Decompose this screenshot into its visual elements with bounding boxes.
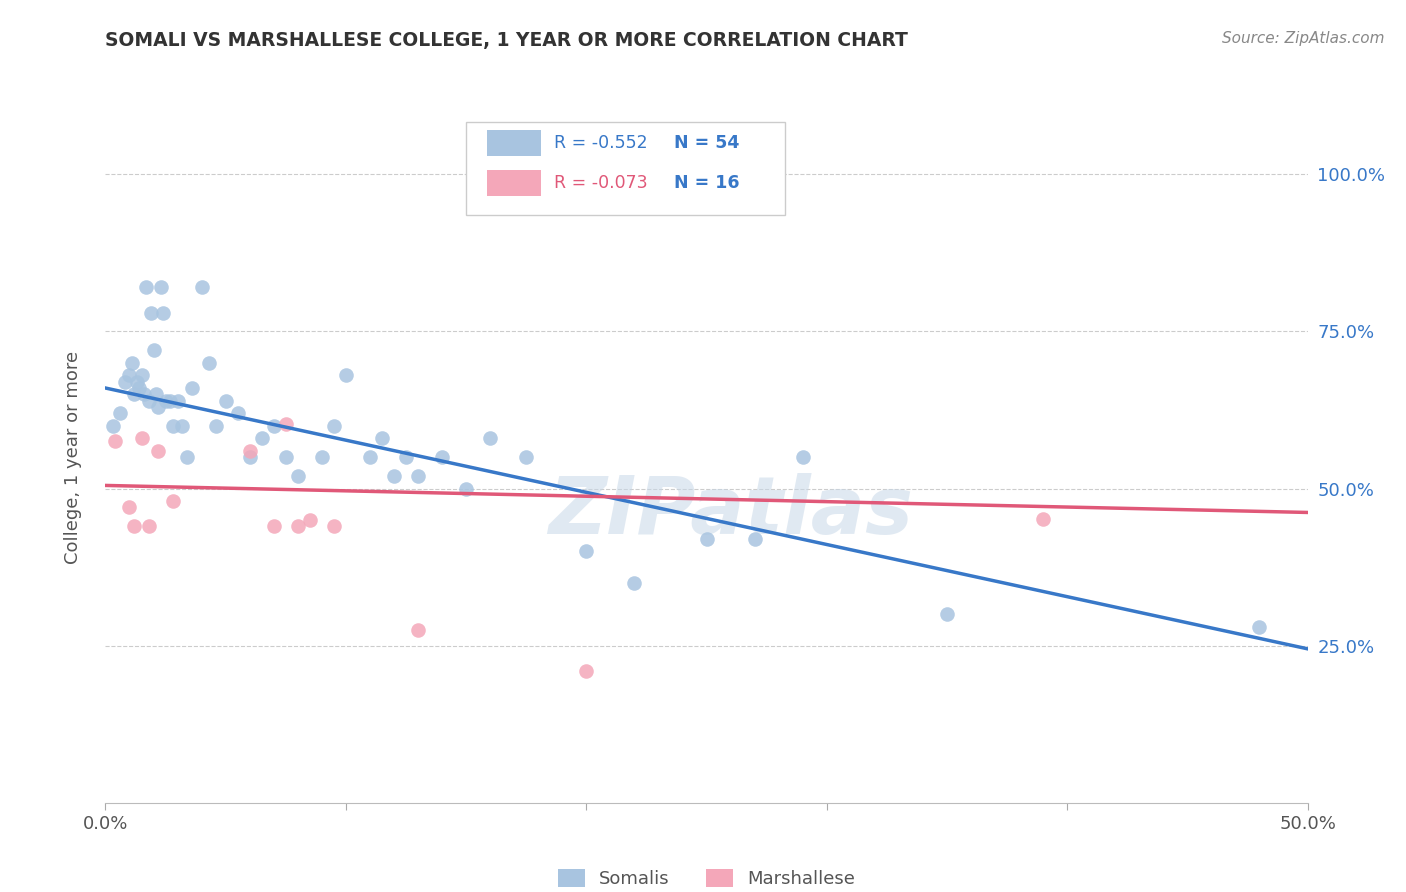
Legend: Somalis, Marshallese: Somalis, Marshallese bbox=[551, 862, 862, 892]
Point bbox=[162, 494, 184, 508]
Point bbox=[142, 343, 165, 358]
Point bbox=[152, 305, 174, 319]
Point bbox=[121, 356, 143, 370]
Point bbox=[124, 519, 146, 533]
Point bbox=[1249, 620, 1271, 634]
Point bbox=[274, 450, 297, 465]
Point bbox=[239, 443, 262, 458]
Point bbox=[128, 381, 150, 395]
Point bbox=[104, 434, 127, 449]
Point bbox=[166, 393, 188, 408]
Point bbox=[371, 431, 394, 445]
Point bbox=[263, 418, 285, 433]
Point bbox=[515, 450, 537, 465]
Point bbox=[214, 393, 236, 408]
Text: Source: ZipAtlas.com: Source: ZipAtlas.com bbox=[1222, 31, 1385, 46]
Point bbox=[406, 469, 429, 483]
Point bbox=[162, 418, 184, 433]
Point bbox=[135, 280, 157, 294]
FancyBboxPatch shape bbox=[465, 122, 785, 215]
Point bbox=[744, 532, 766, 546]
Point bbox=[454, 482, 477, 496]
Point bbox=[936, 607, 959, 622]
Point bbox=[124, 387, 146, 401]
Point bbox=[395, 450, 418, 465]
Point bbox=[287, 469, 309, 483]
FancyBboxPatch shape bbox=[486, 169, 541, 196]
Point bbox=[239, 450, 262, 465]
Point bbox=[172, 418, 194, 433]
Point bbox=[190, 280, 212, 294]
FancyBboxPatch shape bbox=[486, 130, 541, 156]
Point bbox=[250, 431, 273, 445]
Text: SOMALI VS MARSHALLESE COLLEGE, 1 YEAR OR MORE CORRELATION CHART: SOMALI VS MARSHALLESE COLLEGE, 1 YEAR OR… bbox=[105, 31, 908, 50]
Point bbox=[696, 532, 718, 546]
Point bbox=[114, 375, 136, 389]
Point bbox=[145, 387, 167, 401]
Point bbox=[274, 417, 297, 432]
Point bbox=[287, 519, 309, 533]
Point bbox=[125, 375, 148, 389]
Point bbox=[322, 418, 344, 433]
Y-axis label: College, 1 year or more: College, 1 year or more bbox=[63, 351, 82, 564]
Point bbox=[575, 664, 598, 678]
Point bbox=[159, 393, 181, 408]
Text: R = -0.552: R = -0.552 bbox=[554, 135, 648, 153]
Point bbox=[311, 450, 333, 465]
Point bbox=[139, 305, 162, 319]
Point bbox=[382, 469, 405, 483]
Point bbox=[1032, 512, 1054, 526]
Text: N = 54: N = 54 bbox=[673, 135, 740, 153]
Point bbox=[792, 450, 814, 465]
Text: N = 16: N = 16 bbox=[673, 174, 740, 192]
Point bbox=[322, 519, 344, 533]
Point bbox=[430, 450, 453, 465]
Text: ZIPatlas: ZIPatlas bbox=[548, 474, 912, 551]
Point bbox=[176, 450, 198, 465]
Point bbox=[406, 623, 429, 637]
Point bbox=[298, 513, 321, 527]
Point bbox=[138, 393, 160, 408]
Point bbox=[198, 356, 221, 370]
Point bbox=[108, 406, 131, 420]
Point bbox=[181, 381, 204, 395]
Point bbox=[623, 575, 645, 590]
Point bbox=[575, 544, 598, 558]
Point bbox=[359, 450, 381, 465]
Point bbox=[335, 368, 357, 383]
Point bbox=[101, 418, 124, 433]
Point bbox=[118, 500, 141, 515]
Point bbox=[148, 400, 170, 414]
Point bbox=[148, 443, 170, 458]
Text: R = -0.073: R = -0.073 bbox=[554, 174, 648, 192]
Point bbox=[149, 280, 172, 294]
Point bbox=[131, 368, 153, 383]
Point bbox=[132, 387, 155, 401]
Point bbox=[138, 519, 160, 533]
Point bbox=[226, 406, 249, 420]
Point bbox=[118, 368, 141, 383]
Point bbox=[155, 393, 177, 408]
Point bbox=[131, 431, 153, 445]
Point bbox=[205, 418, 228, 433]
Point bbox=[263, 519, 285, 533]
Point bbox=[479, 431, 502, 445]
